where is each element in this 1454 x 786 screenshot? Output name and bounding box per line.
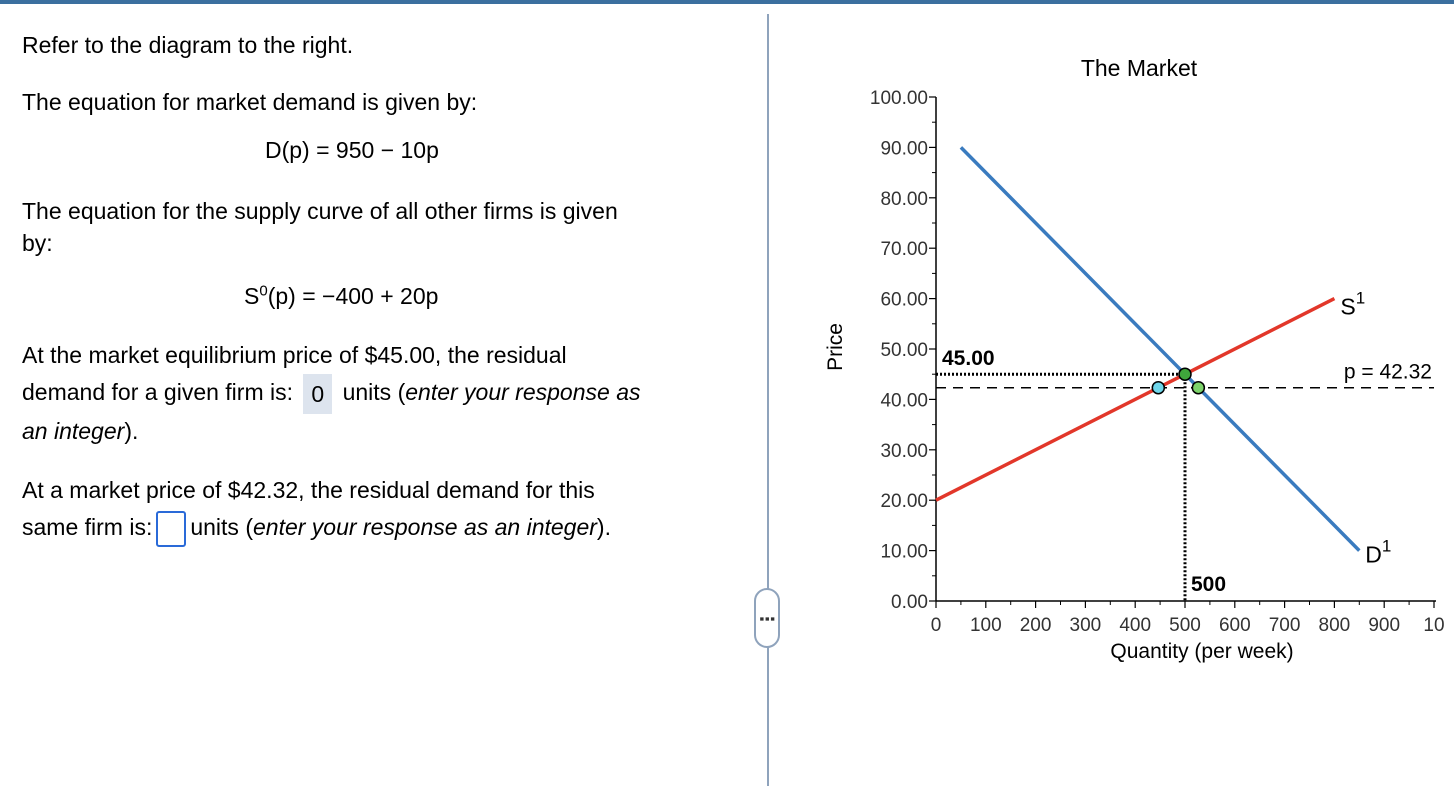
x-axis-label: Quantity (per week) (1110, 640, 1293, 663)
part2-line1: At a market price of $42.32, the residua… (22, 477, 595, 503)
supply-eq-symbol: S (244, 283, 260, 309)
demand-equation: D(p) = 950 − 10p (265, 137, 439, 163)
part2-answer-field[interactable] (156, 510, 187, 547)
series-label-sup: 1 (1382, 537, 1391, 556)
price-line-label: p = 42.32 (1344, 361, 1432, 384)
part2-hint: enter your response as an integer (252, 514, 597, 540)
supply-equation: S0(p) = −400 + 20p (244, 279, 438, 313)
part2-prompt: same firm is: (22, 514, 153, 540)
part1-line2: demand for a given firm is: 0 units (ent… (22, 374, 640, 414)
supply-eq-superscript: 0 (259, 282, 268, 300)
series-line-d1 (959, 146, 1361, 552)
y-tick-label: 100.00 (870, 88, 928, 109)
y-tick-label: 50.00 (880, 340, 928, 361)
y-tick-label: 0.00 (891, 592, 928, 613)
part1-close: ). (124, 418, 139, 444)
part1-hint: enter your response as (405, 379, 641, 406)
supply-intro-line1: The equation for the supply curve of all… (22, 198, 618, 224)
top-bar (0, 0, 1454, 4)
part1-answer-field[interactable]: 0 (303, 374, 333, 414)
series-label-main: S (1340, 294, 1355, 320)
x-tick-label: 400 (1119, 615, 1151, 636)
x-tick-label: 0 (931, 615, 942, 636)
handle-dots-icon: ⋮ (757, 610, 777, 626)
y-tick-label: 10.00 (880, 542, 928, 563)
part1-line3: an integer). (22, 414, 138, 448)
series-label-s1: S1 (1340, 289, 1365, 320)
y-tick-label: 60.00 (880, 290, 928, 311)
x-tick-label: 300 (1070, 615, 1102, 636)
supply-at-42 (1151, 380, 1166, 395)
series-line-s1 (935, 297, 1336, 502)
demand-intro: The equation for market demand is given … (22, 89, 478, 115)
x-tick-label: 500 (1169, 615, 1201, 636)
x-tick-label: 100 (970, 615, 1002, 636)
equilibrium-quantity-label: 500 (1191, 573, 1226, 596)
part2-close: ). (596, 514, 611, 540)
y-tick-label: 90.00 (880, 138, 928, 159)
y-tick-label: 80.00 (880, 189, 928, 210)
x-tick-label: 900 (1368, 615, 1400, 636)
part1-prompt: demand for a given firm is: (22, 379, 294, 406)
part1-line1: At the market equilibrium price of $45.0… (22, 342, 567, 368)
panel-divider[interactable] (767, 14, 769, 786)
x-tick-label: 600 (1219, 615, 1251, 636)
part1-units: units ( (342, 379, 406, 406)
series-label-main: D (1365, 542, 1382, 568)
axis-ticks: 0.00 10.00 20.00 30.00 40.00 50.00 60.00 70.00 8… (870, 88, 1445, 636)
y-axis-label: Price (824, 323, 847, 371)
supply-intro-line2: by: (22, 230, 53, 256)
divider-handle[interactable]: ⋮ (754, 588, 780, 648)
x-tick-label: 800 (1319, 615, 1351, 636)
series-label-d1: D1 (1365, 537, 1391, 568)
series-label-sup: 1 (1356, 289, 1365, 308)
y-tick-label: 70.00 (880, 239, 928, 260)
part2-units: units ( (190, 514, 253, 540)
question-intro: Refer to the diagram to the right. (22, 32, 354, 58)
chart-title: The Market (1081, 55, 1198, 81)
demand-at-42 (1191, 380, 1206, 395)
part2-line2: same firm is: units (enter your response … (22, 510, 611, 547)
x-tick-label: 200 (1020, 615, 1052, 636)
equilibrium-point (1178, 367, 1192, 381)
y-tick-label: 40.00 (880, 390, 928, 411)
equilibrium-price-label: 45.00 (942, 347, 995, 370)
y-tick-label: 30.00 (880, 441, 928, 462)
supply-eq-rest: (p) = −400 + 20p (267, 283, 439, 309)
y-tick-label: 20.00 (880, 491, 928, 512)
part1-hint-end: an integer (22, 418, 125, 444)
x-tick-label: 10 (1423, 615, 1444, 636)
x-tick-label: 700 (1269, 615, 1301, 636)
